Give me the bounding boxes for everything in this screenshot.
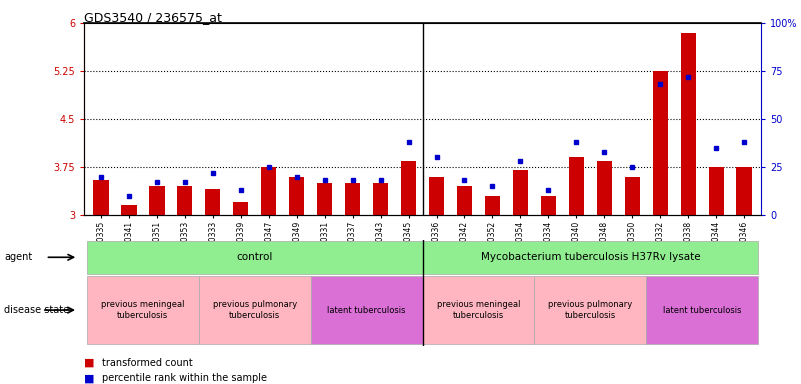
Bar bbox=[93, 180, 109, 215]
Bar bbox=[205, 189, 220, 215]
Text: latent tuberculosis: latent tuberculosis bbox=[328, 306, 406, 314]
Bar bbox=[289, 177, 304, 215]
Bar bbox=[317, 183, 332, 215]
Text: previous meningeal
tuberculosis: previous meningeal tuberculosis bbox=[101, 300, 184, 320]
Bar bbox=[177, 186, 192, 215]
Bar bbox=[513, 170, 528, 215]
Bar bbox=[345, 183, 360, 215]
Bar bbox=[653, 71, 668, 215]
Bar bbox=[149, 186, 164, 215]
Text: GDS3540 / 236575_at: GDS3540 / 236575_at bbox=[84, 12, 222, 25]
Text: ■: ■ bbox=[84, 358, 98, 368]
FancyBboxPatch shape bbox=[87, 276, 199, 344]
Text: previous pulmonary
tuberculosis: previous pulmonary tuberculosis bbox=[548, 300, 633, 320]
Text: control: control bbox=[236, 252, 273, 262]
Bar bbox=[457, 186, 472, 215]
Bar bbox=[373, 183, 388, 215]
Bar bbox=[261, 167, 276, 215]
Bar bbox=[541, 196, 556, 215]
FancyBboxPatch shape bbox=[199, 276, 311, 344]
Bar bbox=[485, 196, 500, 215]
FancyBboxPatch shape bbox=[646, 276, 759, 344]
Bar bbox=[429, 177, 445, 215]
Bar bbox=[569, 157, 584, 215]
Text: previous meningeal
tuberculosis: previous meningeal tuberculosis bbox=[437, 300, 520, 320]
Text: previous pulmonary
tuberculosis: previous pulmonary tuberculosis bbox=[212, 300, 297, 320]
Text: disease state: disease state bbox=[4, 305, 69, 315]
Text: ■: ■ bbox=[84, 373, 98, 383]
Text: Mycobacterium tuberculosis H37Rv lysate: Mycobacterium tuberculosis H37Rv lysate bbox=[481, 252, 700, 262]
Bar bbox=[597, 161, 612, 215]
Bar bbox=[681, 33, 696, 215]
Text: percentile rank within the sample: percentile rank within the sample bbox=[102, 373, 267, 383]
Text: latent tuberculosis: latent tuberculosis bbox=[663, 306, 742, 314]
FancyBboxPatch shape bbox=[422, 241, 759, 274]
FancyBboxPatch shape bbox=[311, 276, 422, 344]
Bar bbox=[233, 202, 248, 215]
Bar bbox=[625, 177, 640, 215]
Bar bbox=[400, 161, 417, 215]
Text: transformed count: transformed count bbox=[102, 358, 192, 368]
Text: agent: agent bbox=[4, 252, 32, 262]
Bar bbox=[121, 205, 136, 215]
Bar bbox=[709, 167, 724, 215]
FancyBboxPatch shape bbox=[534, 276, 646, 344]
Bar bbox=[736, 167, 752, 215]
FancyBboxPatch shape bbox=[422, 276, 534, 344]
FancyBboxPatch shape bbox=[87, 241, 422, 274]
